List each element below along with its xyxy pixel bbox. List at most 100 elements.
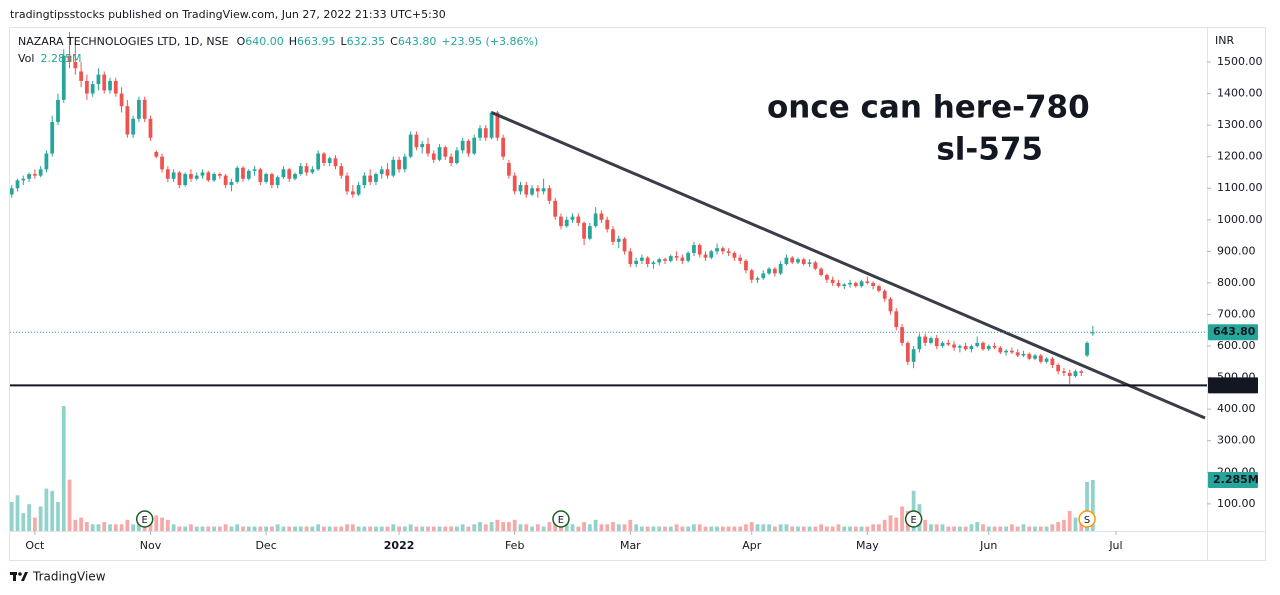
- volume-bar: [894, 517, 899, 531]
- candle-body: [108, 80, 112, 91]
- candle-body: [715, 248, 719, 252]
- volume-bar: [437, 526, 442, 531]
- footer-logo: [10, 572, 28, 581]
- candle-body: [322, 153, 326, 163]
- candle-body: [848, 282, 852, 285]
- candle-body: [67, 55, 72, 62]
- volume-bar: [749, 522, 754, 531]
- volume-bar: [830, 526, 835, 531]
- volume-bar: [877, 524, 881, 531]
- candle-body: [287, 169, 292, 179]
- candle-body: [223, 175, 228, 186]
- volume-bar: [501, 522, 506, 531]
- volume-bar: [44, 488, 49, 531]
- footer-brand: TradingView: [32, 570, 106, 584]
- candle-body: [148, 118, 153, 138]
- candle-body: [825, 275, 829, 280]
- volume-bar: [640, 526, 644, 531]
- volume-bar: [206, 526, 211, 531]
- volume-bar: [385, 526, 390, 531]
- candle-body: [1067, 372, 1072, 377]
- volume-bar: [281, 526, 286, 531]
- candle-body: [449, 156, 453, 163]
- volume-bar: [1067, 510, 1072, 531]
- volume-bar: [761, 524, 766, 531]
- candle-body: [674, 256, 679, 258]
- candle-body: [316, 153, 321, 170]
- volume-bar: [553, 522, 558, 531]
- candle-body: [1004, 350, 1009, 353]
- volume-bar: [350, 524, 355, 531]
- volume-bar: [957, 526, 962, 531]
- volume-bar: [605, 524, 610, 531]
- volume-bar: [767, 524, 771, 531]
- volume-bar: [177, 526, 182, 531]
- candle-body: [229, 181, 234, 186]
- volume-bar: [587, 524, 592, 531]
- candle-body: [21, 178, 26, 181]
- volume-bar: [67, 479, 72, 531]
- candle-body: [443, 147, 448, 157]
- candle-body: [559, 216, 563, 227]
- candle-body: [275, 177, 280, 186]
- candle-body: [905, 342, 910, 362]
- candle-body: [998, 347, 1003, 353]
- candle-body: [859, 281, 864, 287]
- candle-body: [616, 238, 621, 242]
- candle-body: [264, 174, 268, 182]
- volume-bar: [790, 526, 795, 531]
- volume-bar: [287, 526, 292, 531]
- volume-bar: [1044, 526, 1049, 531]
- candle-body: [772, 268, 777, 274]
- volume-bar: [356, 526, 361, 531]
- volume-bar: [362, 526, 367, 531]
- volume-bar: [160, 517, 164, 531]
- volume-bar: [102, 522, 107, 531]
- candle-body: [570, 216, 575, 220]
- volume-bar: [1079, 522, 1084, 531]
- volume-bar: [50, 490, 55, 531]
- volume-bar: [1015, 526, 1020, 531]
- volume-bar: [859, 526, 864, 531]
- candle-body: [813, 262, 818, 269]
- candle-body: [154, 151, 159, 157]
- candle-body: [530, 188, 534, 195]
- volume-bar: [853, 526, 858, 531]
- candle-body: [408, 134, 413, 157]
- candle-body: [142, 99, 147, 119]
- volume-bar: [455, 526, 459, 531]
- candle-body: [281, 169, 286, 178]
- candle-body: [761, 273, 766, 279]
- candle-body: [194, 175, 199, 179]
- candle-body: [478, 128, 482, 138]
- y-tick-label: 600.00: [1217, 339, 1256, 352]
- candle-body: [726, 251, 731, 253]
- volume-bar: [483, 524, 488, 531]
- volume-bar: [200, 526, 205, 531]
- candle-body: [564, 219, 569, 227]
- volume-bar: [784, 524, 789, 531]
- candle-body: [177, 172, 182, 186]
- candle-body: [27, 174, 31, 179]
- volume-bar: [871, 524, 876, 531]
- volume-bar: [692, 524, 696, 531]
- volume-bar: [171, 524, 176, 531]
- volume-bar: [963, 526, 968, 531]
- volume-bar: [576, 526, 581, 531]
- candle-body: [350, 191, 355, 195]
- logo-shape: [21, 572, 28, 581]
- candle-body: [1044, 358, 1049, 362]
- candle-body: [1033, 355, 1037, 359]
- volume-bar: [189, 524, 193, 531]
- candle-body: [929, 338, 933, 343]
- candle-body: [535, 188, 540, 192]
- candle-body: [952, 344, 956, 348]
- volume-bar: [96, 524, 101, 531]
- volume-bar: [946, 526, 951, 531]
- volume-bar: [56, 501, 60, 531]
- currency: INR: [1215, 34, 1234, 47]
- volume-bar: [772, 526, 777, 531]
- candle-body: [44, 153, 49, 170]
- volume-bar: [443, 526, 448, 531]
- candle-body: [801, 259, 806, 264]
